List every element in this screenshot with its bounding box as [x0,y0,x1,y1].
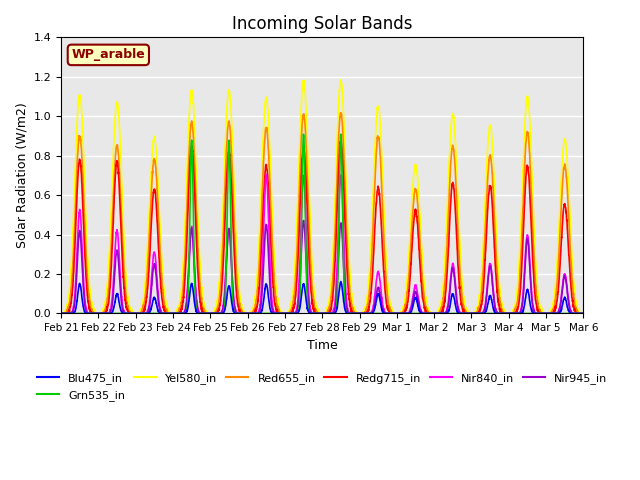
Text: WP_arable: WP_arable [72,48,145,61]
Title: Incoming Solar Bands: Incoming Solar Bands [232,15,412,33]
Y-axis label: Solar Radiation (W/m2): Solar Radiation (W/m2) [15,103,28,248]
X-axis label: Time: Time [307,339,337,352]
Legend: Blu475_in, Grn535_in, Yel580_in, Red655_in, Redg715_in, Nir840_in, Nir945_in: Blu475_in, Grn535_in, Yel580_in, Red655_… [33,369,612,405]
